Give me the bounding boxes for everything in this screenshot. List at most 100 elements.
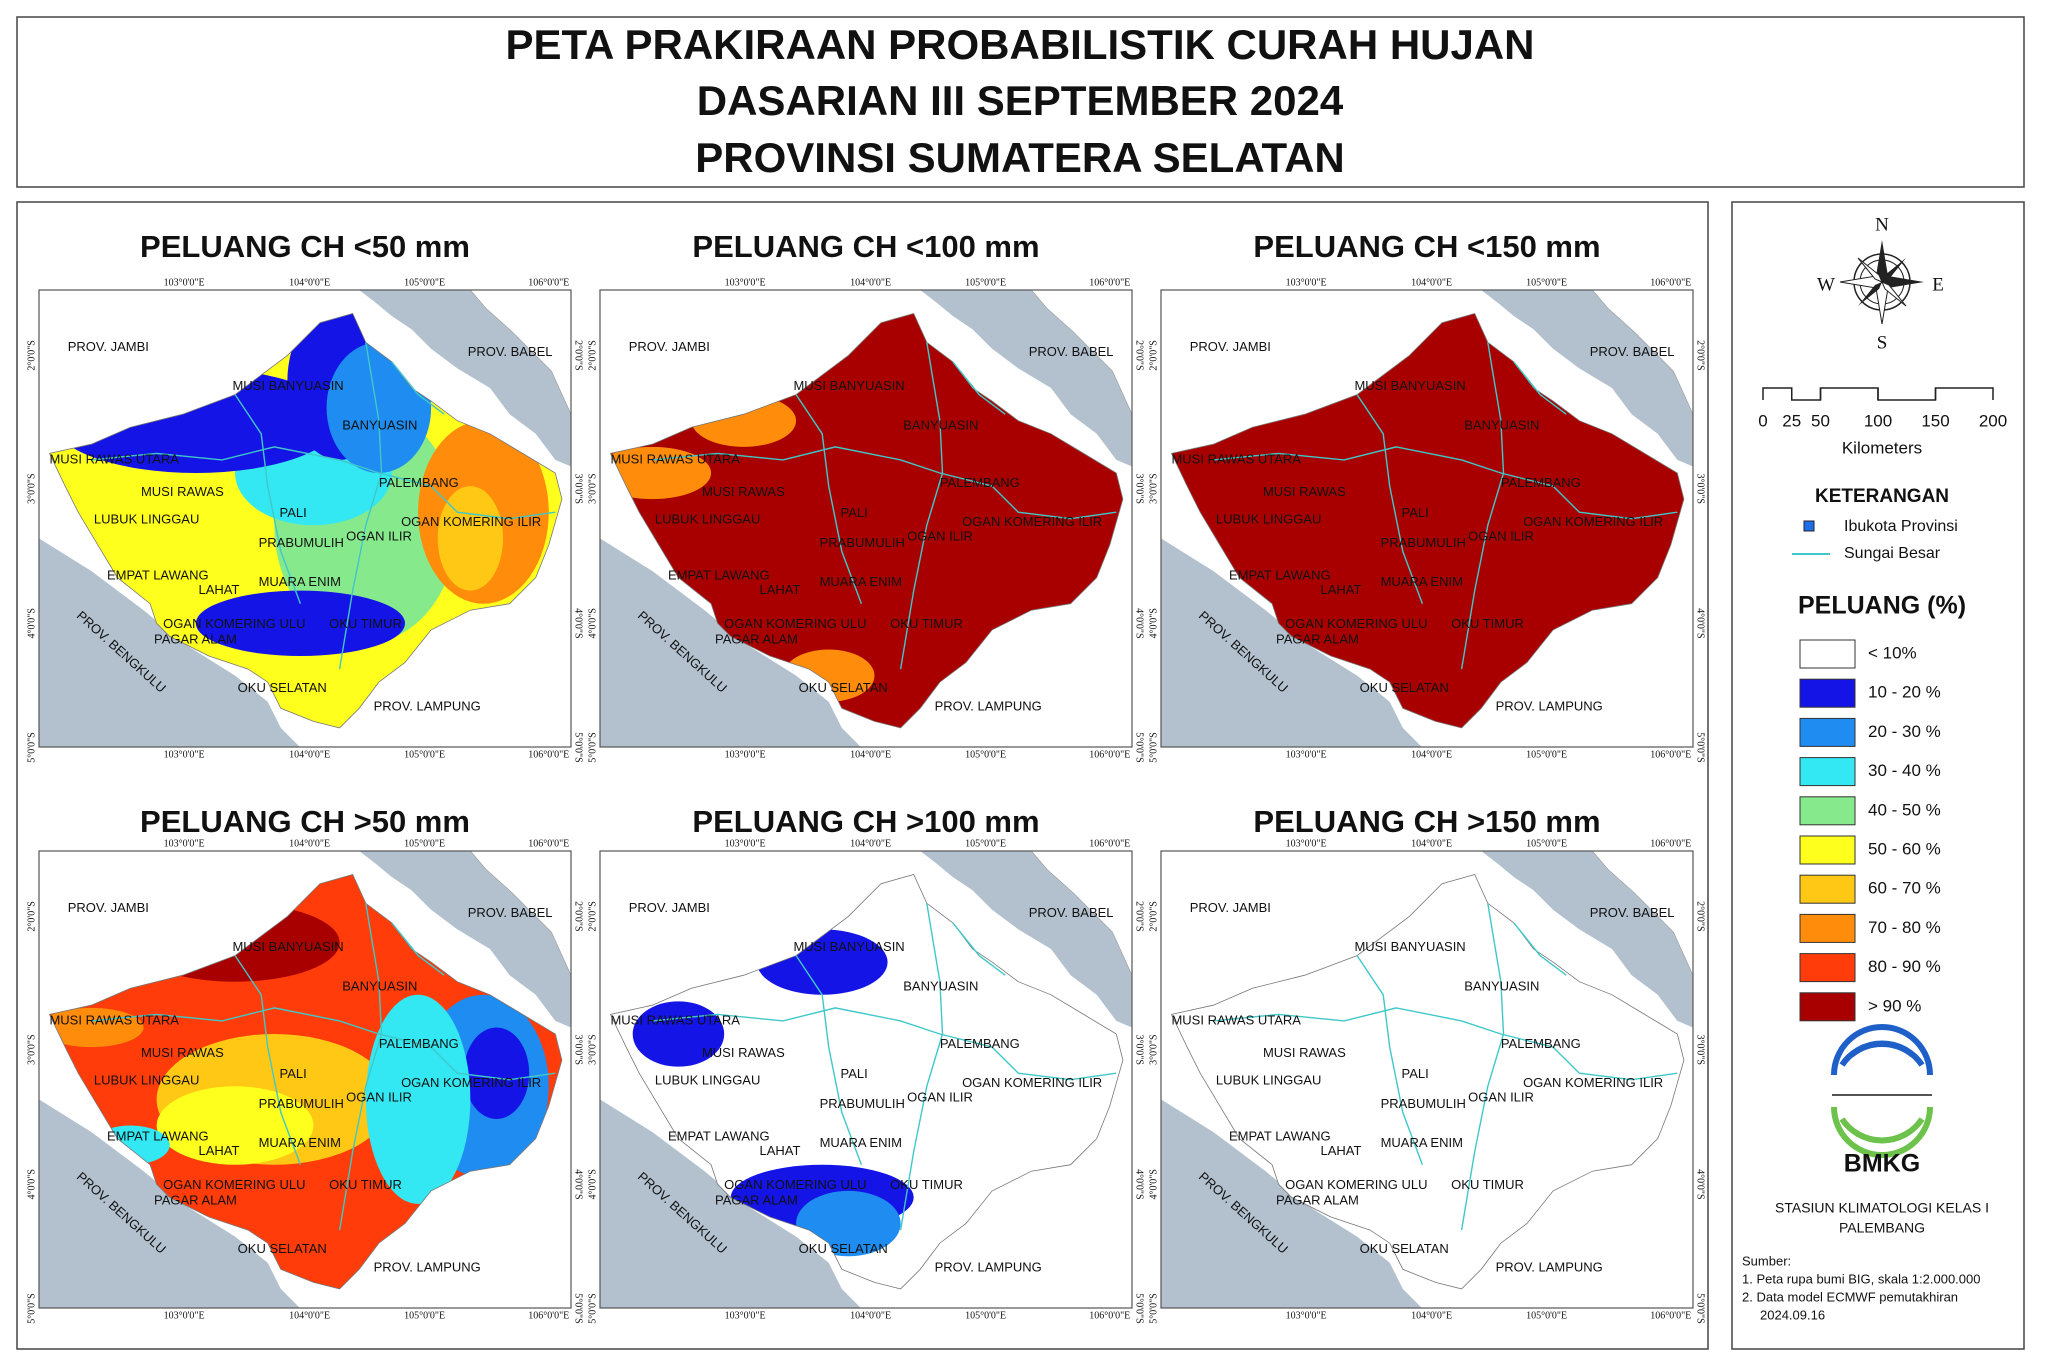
map-label: PRABUMULIH — [259, 535, 344, 550]
map-label: PALI — [1402, 1066, 1429, 1081]
lat-label: 2°0'0"S — [1134, 901, 1145, 931]
legend-swatch — [1799, 678, 1856, 708]
lon-label: 103°0'0"E — [725, 749, 766, 760]
river — [952, 361, 1006, 415]
lon-label: 105°0'0"E — [404, 749, 445, 760]
lat-label: 4°0'0"S — [573, 608, 584, 638]
scale-label: 200 — [1979, 411, 2007, 430]
map-label: BANYUASIN — [903, 417, 978, 432]
map-label: MUARA ENIM — [259, 574, 341, 589]
map-label: OGAN KOMERING ULU — [1285, 616, 1427, 631]
map-label: PROV. LAMPUNG — [374, 698, 481, 713]
lon-label: 106°0'0"E — [528, 277, 569, 288]
map-label: MUSI RAWAS UTARA — [1171, 451, 1301, 466]
map-label: OKU SELATAN — [238, 1241, 327, 1256]
maps: PELUANG CH <50 mm PROV. JAMBI MUSI BANYUAS… — [26, 229, 1705, 1324]
scale-label: 50 — [1811, 411, 1830, 430]
map-border — [599, 289, 1133, 748]
river — [795, 955, 863, 1165]
map-label: PROV. LAMPUNG — [935, 698, 1042, 713]
map-label: PALI — [1402, 505, 1429, 520]
lat-label: 3°0'0"S — [1134, 473, 1145, 503]
sea — [1161, 1099, 1422, 1308]
map-border — [38, 850, 572, 1309]
map-label: PAGAR ALAM — [715, 632, 798, 647]
map-label: OGAN KOMERING ULU — [163, 1177, 305, 1192]
sea — [600, 538, 861, 747]
lon-label: 105°0'0"E — [404, 838, 445, 849]
legend-label: 10 - 20 % — [1868, 683, 1941, 702]
map-label: BANYUASIN — [342, 978, 417, 993]
probability-zone — [437, 486, 504, 591]
probability-zone — [463, 1027, 530, 1119]
map-label: OGAN KOMERING ILIR — [962, 514, 1102, 529]
map-label: LUBUK LINGGAU — [1216, 511, 1321, 526]
lat-label: 5°0'0"S — [1134, 1293, 1145, 1323]
map-label: LAHAT — [759, 582, 800, 597]
river — [1552, 485, 1678, 520]
lon-label: 105°0'0"E — [404, 277, 445, 288]
map-label: PROV. JAMBI — [629, 900, 710, 915]
province — [1171, 313, 1684, 728]
zones — [610, 394, 875, 702]
map-label: EMPAT LAWANG — [668, 568, 770, 583]
legend-swatch — [1799, 992, 1856, 1022]
river — [1460, 903, 1505, 1231]
legend-swatch — [1799, 953, 1856, 983]
lon-label: 105°0'0"E — [965, 749, 1006, 760]
compass-s: S — [1877, 332, 1888, 353]
title: DASARIAN III SEPTEMBER 2024 — [697, 77, 1344, 124]
map-label: OGAN ILIR — [907, 528, 973, 543]
map-label: BANYUASIN — [903, 978, 978, 993]
map-label: MUSI BANYUASIN — [793, 939, 904, 954]
lat-label: 5°0'0"S — [1134, 732, 1145, 762]
agency: BMKG — [1844, 1150, 1920, 1178]
map-label: PROV. JAMBI — [629, 339, 710, 354]
map-label: OKU SELATAN — [1360, 680, 1449, 695]
bangka — [1592, 290, 1693, 415]
map-label: PRABUMULIH — [1381, 535, 1466, 550]
legend-label: 60 - 70 % — [1868, 879, 1941, 898]
map-label: OKU SELATAN — [799, 1241, 888, 1256]
map-content: PROV. JAMBI MUSI BANYUASIN PROV. BABEL BANY… — [1161, 290, 1693, 747]
map-label: PROV. JAMBI — [68, 339, 149, 354]
scale-unit: Kilometers — [1842, 438, 1922, 457]
map-label: PAGAR ALAM — [1276, 632, 1359, 647]
province-outline — [609, 874, 1124, 1290]
lon-label: 105°0'0"E — [404, 1310, 445, 1321]
map-label: BANYUASIN — [1464, 978, 1539, 993]
lon-label: 104°0'0"E — [850, 838, 891, 849]
river — [952, 922, 1006, 976]
map-label: PROV. LAMPUNG — [1496, 1259, 1603, 1274]
map-label: OKU SELATAN — [799, 680, 888, 695]
map-label: LUBUK LINGGAU — [655, 511, 760, 526]
map-label: PALEMBANG — [1501, 475, 1581, 490]
river — [91, 1007, 432, 1048]
bangka — [1592, 851, 1693, 976]
map-label: EMPAT LAWANG — [668, 1129, 770, 1144]
lat-label: 5°0'0"S — [1148, 732, 1159, 762]
lat-label: 4°0'0"S — [1148, 1169, 1159, 1199]
lon-label: 106°0'0"E — [1089, 838, 1130, 849]
legend-label: < 10% — [1868, 643, 1917, 662]
map-label: OGAN KOMERING ILIR — [962, 1075, 1102, 1090]
station: STASIUN KLIMATOLOGI KELAS I — [1775, 1200, 1989, 1216]
lat-label: 4°0'0"S — [1148, 608, 1159, 638]
legend-label: 70 - 80 % — [1868, 918, 1941, 937]
river — [652, 1007, 993, 1048]
lon-label: 104°0'0"E — [289, 749, 330, 760]
map-label: OGAN KOMERING ULU — [163, 616, 305, 631]
map-label: PALI — [280, 505, 307, 520]
probability-zone — [156, 1086, 314, 1165]
lat-label: 2°0'0"S — [26, 340, 37, 370]
river — [899, 903, 944, 1231]
lon-label: 103°0'0"E — [164, 749, 205, 760]
lat-label: 5°0'0"S — [26, 1293, 37, 1323]
panel-title: PELUANG CH <100 mm — [692, 229, 1039, 264]
lat-label: 2°0'0"S — [1695, 340, 1706, 370]
lat-label: 3°0'0"S — [587, 473, 598, 503]
map-panel: PROV. JAMBI MUSI BANYUASIN PROV. BABEL BANY… — [1148, 277, 1705, 762]
map-label: PALEMBANG — [940, 1036, 1020, 1051]
panel-title: PELUANG CH >50 mm — [140, 804, 470, 839]
river — [91, 446, 432, 487]
